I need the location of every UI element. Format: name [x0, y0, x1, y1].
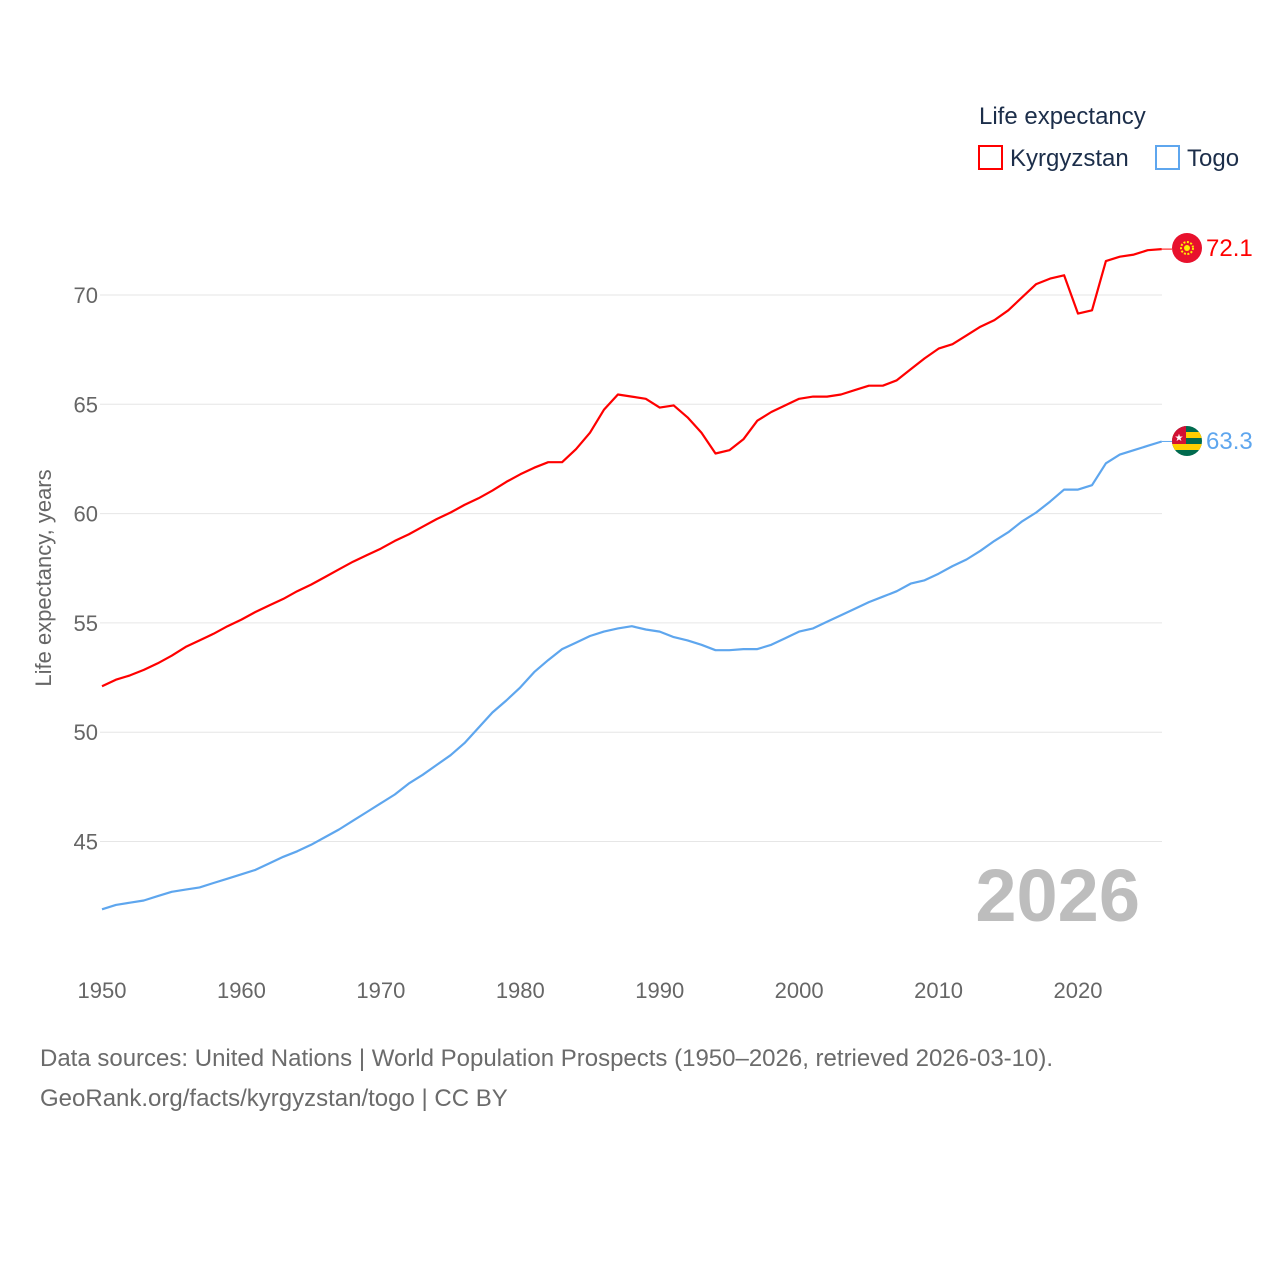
y-tick-label: 60: [74, 502, 98, 527]
kyrgyzstan-end-value: 72.1: [1206, 235, 1253, 262]
x-tick-label: 2020: [1054, 978, 1103, 1003]
series-line-kyrgyzstan: [101, 248, 1162, 688]
svg-text:★: ★: [1175, 433, 1184, 444]
legend-label-togo[interactable]: Togo: [1187, 145, 1239, 172]
x-tick-label: 2000: [775, 978, 824, 1003]
x-tick-label: 1950: [78, 978, 127, 1003]
y-tick-label: 65: [74, 392, 98, 417]
x-tick-label: 1960: [217, 978, 266, 1003]
y-axis-label: Life expectancy, years: [31, 469, 56, 686]
y-tick-label: 50: [74, 720, 98, 745]
x-tick-label: 1990: [635, 978, 684, 1003]
x-tick-label: 2010: [914, 978, 963, 1003]
x-tick-label: 1980: [496, 978, 545, 1003]
togo-flag-icon: ★: [1172, 426, 1202, 456]
legend-swatch-togo[interactable]: [1155, 145, 1180, 170]
year-watermark: 2026: [975, 854, 1140, 937]
y-tick-label: 55: [74, 611, 98, 636]
legend-swatch-kyrgyzstan[interactable]: [978, 145, 1003, 170]
legend-title: Life expectancy: [979, 103, 1146, 130]
y-tick-label: 45: [74, 830, 98, 855]
series-line-togo: [101, 440, 1163, 911]
legend: Life expectancy Kyrgyzstan Togo: [978, 103, 1239, 172]
y-tick-label: 70: [74, 283, 98, 308]
source-link[interactable]: GeoRank.org/facts/kyrgyzstan/togo | CC B…: [40, 1085, 508, 1112]
kyrgyzstan-flag-icon: [1172, 233, 1202, 263]
legend-label-kyrgyzstan[interactable]: Kyrgyzstan: [1010, 145, 1129, 172]
togo-end-value: 63.3: [1206, 428, 1253, 455]
source-text: Data sources: United Nations | World Pop…: [40, 1045, 1054, 1072]
x-tick-label: 1970: [356, 978, 405, 1003]
